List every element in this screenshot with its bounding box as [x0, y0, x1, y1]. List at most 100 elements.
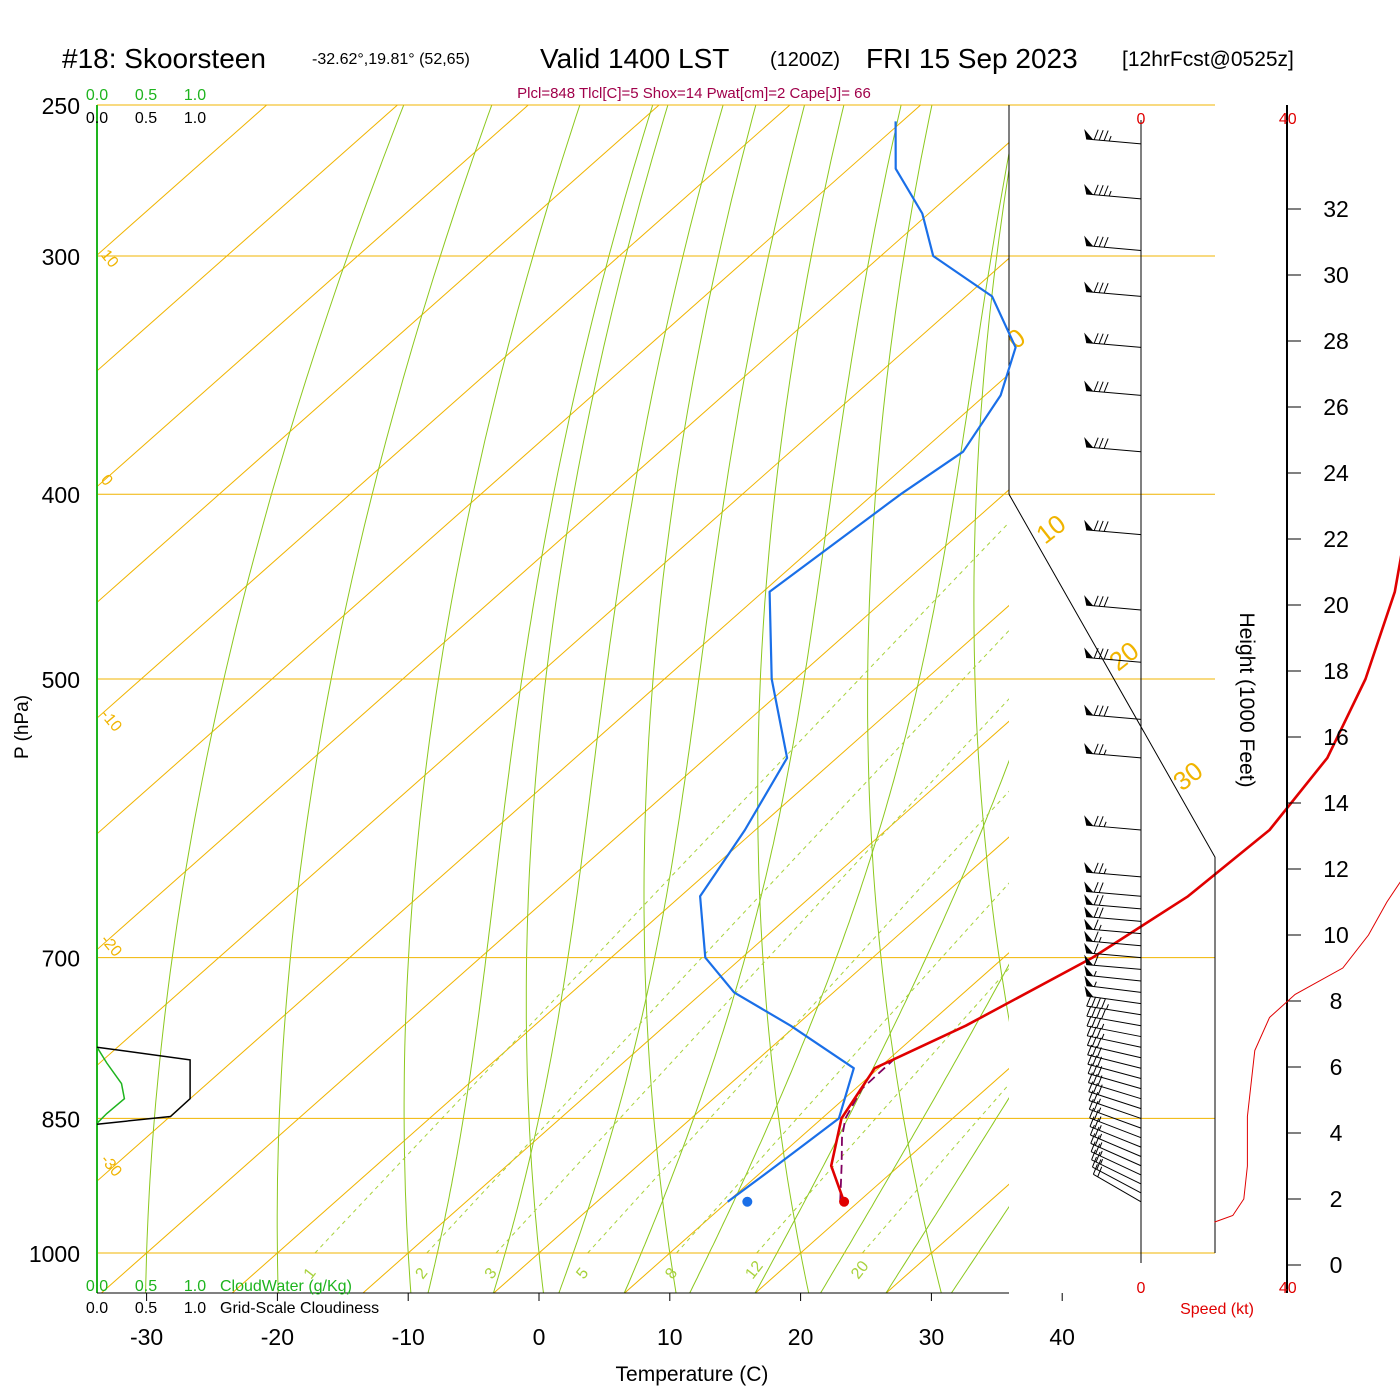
wind-barb-staff [1092, 1166, 1142, 1194]
wind-barb-pennant [1084, 332, 1094, 344]
wind-barb [1084, 862, 1142, 878]
wind-barb-staff [1086, 714, 1142, 720]
wind-barb [1086, 1035, 1142, 1059]
wind-barb-flag [1098, 185, 1104, 196]
height-tick-label: 28 [1323, 328, 1349, 354]
wind-barb-flag [1093, 907, 1099, 918]
mixing-ratio-label: 2 [413, 1265, 432, 1283]
wind-barb-flag [1086, 995, 1092, 1007]
wind-barb [1084, 985, 1142, 1005]
wind-barb-pennant [1084, 985, 1094, 997]
dry-adiabat-line [403, 105, 581, 1293]
moist-adiabat-line [492, 105, 724, 1293]
cloudwater-bottom-label: 1.0 [184, 1278, 206, 1295]
speed-axis-label: Speed (kt) [1180, 1301, 1254, 1318]
wind-barb-half [1099, 1150, 1103, 1157]
wind-barb-pennant [1084, 743, 1094, 754]
wind-barb-flag [1098, 882, 1104, 893]
wind-barb-pennant [1084, 906, 1094, 918]
pressure-tick-label: 400 [42, 482, 80, 508]
wind-barb-pennant [1084, 235, 1094, 247]
wind-barb-flag [1103, 521, 1109, 532]
wind-barb-flag [1097, 1166, 1103, 1177]
wind-barb-flag [1093, 743, 1099, 755]
wind-barb-staff [1089, 1108, 1142, 1129]
wind-barb-flag [1091, 1016, 1097, 1028]
wind-barb [1084, 380, 1142, 396]
wind-barb-pennant [1084, 595, 1094, 606]
wind-barb [1090, 1133, 1142, 1167]
temp-tick-label: -10 [392, 1324, 425, 1350]
wind-barb-flag [1093, 1100, 1099, 1112]
wind-barb-flag [1091, 996, 1097, 1008]
pressure-tick-label: 850 [42, 1106, 80, 1132]
wind-barb-half [1098, 936, 1102, 943]
wind-barb-pennant [1084, 942, 1094, 954]
isotherm-line [97, 105, 398, 372]
temp-tick-label: 30 [919, 1324, 945, 1350]
temp-tick-label: -20 [261, 1324, 294, 1350]
wind-barb-staff [1086, 928, 1142, 935]
wind-barb-staff [1086, 390, 1142, 396]
title-forecast: [12hrFcst@0525z] [1122, 48, 1294, 71]
isotherm-line [101, 489, 1009, 1293]
cloudwater-top-label: 0.5 [135, 87, 157, 104]
moist-adiabat-line [623, 105, 902, 1293]
wind-barb [1088, 1090, 1142, 1119]
speed-bottom-label: 40 [1279, 1280, 1297, 1297]
title-valid: Valid 1400 LST [540, 43, 729, 74]
wind-barb-staff [1087, 1063, 1142, 1079]
wind-barb-pennant [1084, 815, 1094, 826]
isotherm-line [97, 257, 1009, 1067]
wind-barb [1084, 881, 1142, 897]
wind-barb-flag [1088, 1099, 1094, 1110]
wind-barb [1084, 129, 1142, 145]
isotherm-line [97, 105, 529, 488]
dry-adiabat-line [757, 105, 845, 1293]
wind-barb-half [1099, 1142, 1103, 1148]
wind-barb-staff [1086, 446, 1142, 453]
isotherm-line [362, 720, 1009, 1293]
wind-barb-flag [1093, 919, 1099, 930]
title-date: FRI 15 Sep 2023 [866, 43, 1078, 74]
wind-barb-staff [1086, 952, 1142, 959]
wind-barb-flag [1098, 437, 1104, 449]
height-tick-label: 30 [1323, 262, 1349, 288]
dry-adiabat-line [1077, 71, 1207, 1293]
moist-adiabat-line [885, 1097, 1009, 1293]
wind-barb-flag [1095, 1143, 1101, 1154]
wind-barb-staff [1086, 890, 1142, 897]
wind-barb-staff [1086, 916, 1142, 922]
wind-barb-pennant [1084, 647, 1094, 659]
title-station: #18: Skoorsteen [62, 43, 266, 74]
isotherm-line [97, 373, 1009, 1182]
wind-barb-flag [1093, 881, 1099, 893]
wind-barb-half [1103, 868, 1107, 874]
moist-adiabat-line [819, 963, 1009, 1293]
wind-barb-staff [1089, 1117, 1142, 1139]
wind-barb-half [1101, 1033, 1105, 1040]
wind-barb-staff [1093, 1173, 1142, 1203]
pressure-tick-label: 1000 [29, 1241, 80, 1267]
isotherm-line [231, 604, 1009, 1293]
wind-barb-flag [1098, 596, 1104, 607]
title-zulu: (1200Z) [770, 49, 840, 71]
wind-barb [1084, 894, 1142, 910]
wind-barb-flag [1093, 894, 1099, 905]
wind-barb-flag [1089, 1116, 1095, 1127]
mixing-ratio-line [862, 1083, 1009, 1254]
surface-temperature-point [839, 1196, 850, 1207]
wind-barb-flag [1086, 1035, 1092, 1046]
isotherm-label: -10 [97, 707, 125, 736]
wind-barb-half [1105, 1004, 1109, 1010]
wind-barb-flag [1090, 1141, 1096, 1152]
wind-barb-flag [1098, 705, 1104, 716]
wind-barb-half [1097, 1098, 1101, 1104]
temp-tick-label: 20 [788, 1324, 814, 1350]
wind-barb-flag [1095, 1151, 1101, 1163]
wind-barb [1086, 1015, 1142, 1038]
wind-barb-flag [1093, 943, 1099, 954]
text-layer: #18: Skoorsteen -32.62°,19.81° (52,65) V… [12, 43, 1349, 1386]
dry-adiabat-line [276, 105, 493, 1293]
